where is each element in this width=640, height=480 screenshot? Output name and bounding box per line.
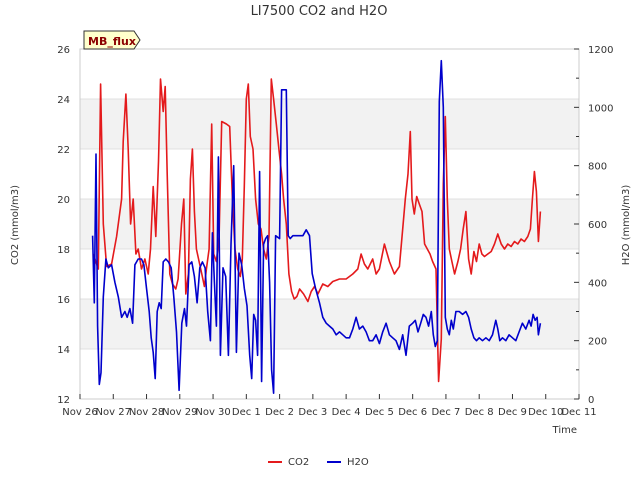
series-line-co2 <box>92 78 542 383</box>
left-tick-label-6: 24 <box>57 95 70 106</box>
left-axis: 12 14 16 18 20 22 24 26 <box>57 45 70 406</box>
right-axis-label: H2O (mmol/m3) <box>621 185 632 266</box>
right-tick-label-2: 400 <box>588 278 607 289</box>
legend: CO2 H2O <box>268 457 369 468</box>
x-tick-label-13: Dec 9 <box>498 407 527 418</box>
x-tick-label-5: Dec 1 <box>232 407 261 418</box>
x-tick-label-7: Dec 3 <box>298 407 327 418</box>
x-tick-label-14: Dec 10 <box>528 407 563 418</box>
right-tick-label-6: 1200 <box>588 45 613 56</box>
right-axis: 0 200 400 600 800 1000 1200 <box>574 45 613 406</box>
mb-flux-badge: MB_flux <box>83 30 141 50</box>
legend-label-co2: CO2 <box>288 457 309 468</box>
right-tick-label-0: 0 <box>588 395 594 406</box>
chart-title: LI7500 CO2 and H2O <box>251 4 388 19</box>
shaded-band-2 <box>80 99 579 149</box>
x-tick-label-0: Nov 26 <box>62 407 97 418</box>
shaded-band-0 <box>80 299 579 349</box>
right-tick-label-1: 200 <box>588 337 607 348</box>
left-tick-label-5: 22 <box>57 145 70 156</box>
left-tick-label-7: 26 <box>57 45 70 56</box>
x-tick-label-4: Nov 30 <box>195 407 230 418</box>
badge-shape <box>83 30 141 50</box>
x-tick-label-6: Dec 2 <box>265 407 294 418</box>
series-line-h2o <box>91 59 542 395</box>
right-tick-label-5: 1000 <box>588 103 613 114</box>
series-layer <box>91 59 542 395</box>
x-tick-label-2: Nov 28 <box>129 407 164 418</box>
x-tick-label-3: Nov 29 <box>162 407 197 418</box>
left-tick-label-1: 14 <box>57 345 70 356</box>
x-tick-label-10: Dec 6 <box>398 407 427 418</box>
x-axis-label: Time <box>552 425 577 436</box>
left-tick-label-0: 12 <box>57 395 70 406</box>
right-tick-label-4: 800 <box>588 162 607 173</box>
x-tick-label-12: Dec 8 <box>465 407 494 418</box>
left-axis-label: CO2 (mmol/m3) <box>10 185 21 265</box>
badge-label: MB_flux <box>88 35 136 48</box>
x-tick-label-1: Nov 27 <box>96 407 131 418</box>
x-tick-label-8: Dec 4 <box>332 407 361 418</box>
left-tick-label-2: 16 <box>57 295 70 306</box>
x-tick-label-11: Dec 7 <box>431 407 460 418</box>
right-tick-label-3: 600 <box>588 220 607 231</box>
left-tick-label-3: 18 <box>57 245 70 256</box>
x-tick-label-9: Dec 5 <box>365 407 394 418</box>
legend-label-h2o: H2O <box>347 457 369 468</box>
left-tick-label-4: 20 <box>57 195 70 206</box>
x-tick-label-15: Dec 11 <box>561 407 596 418</box>
